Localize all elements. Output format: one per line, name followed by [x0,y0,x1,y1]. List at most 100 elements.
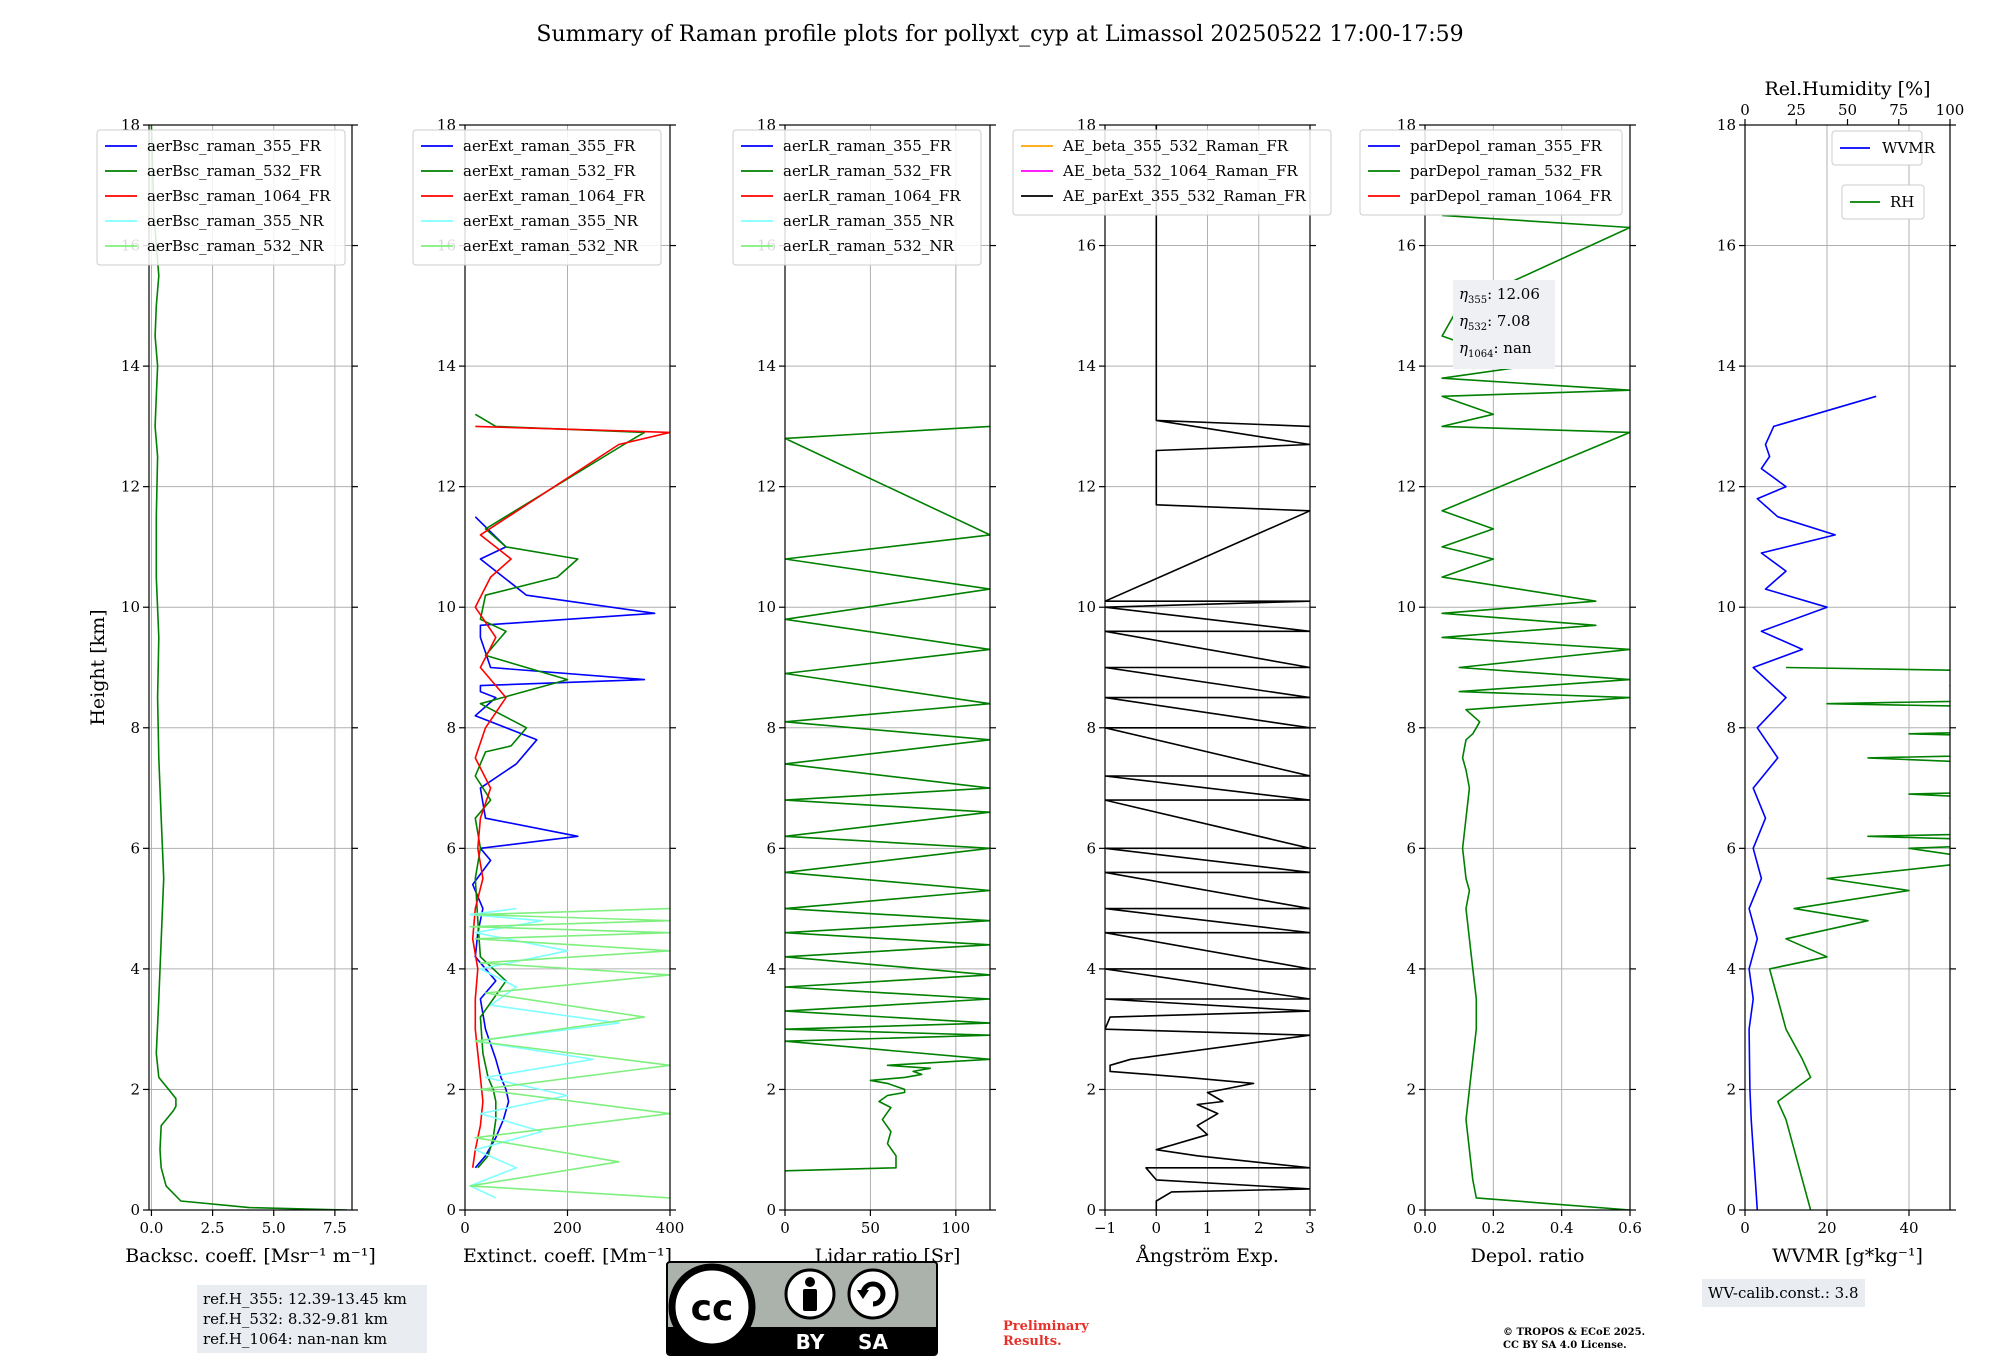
y-tick-label: 18 [1717,116,1736,134]
y-tick-label: 4 [1406,960,1416,978]
wv-calib-box: WV-calib.const.: 3.8 [1702,1279,1865,1307]
top-x-tick-label: 100 [1936,101,1965,119]
legend-label: aerExt_raman_532_NR [463,237,639,255]
legend-label: aerBsc_raman_532_NR [147,237,324,255]
y-axis-label: Height [km] [87,609,109,725]
series-group [150,125,348,1210]
eta-532: η532: 7.08 [1459,312,1531,333]
x-tick-label: 0 [780,1219,790,1237]
preliminary-note: Preliminary Results. [1003,1319,1089,1349]
copyright-line-2: CC BY SA 4.0 License. [1503,1340,1627,1351]
y-tick-label: 8 [446,719,456,737]
y-tick-label: 0 [1406,1201,1416,1219]
legend-label: aerLR_raman_532_NR [783,237,954,255]
y-tick-label: 8 [1086,719,1096,737]
x-tick-label: 40 [1899,1219,1918,1237]
x-axis-label: Ångström Exp. [1135,1245,1279,1267]
y-tick-label: 16 [1397,237,1416,255]
legend-box [1012,129,1332,216]
legend-label: RH [1890,193,1914,211]
x-axis-label: Backsc. coeff. [Msr⁻¹ m⁻¹] [125,1245,376,1267]
axes-frame [1744,124,1951,1211]
axes-frame [784,124,991,1211]
x-tick-label: 200 [553,1219,582,1237]
attribution-icon-body [803,1289,817,1311]
cc-by-label: BY [796,1330,825,1354]
legend-box [412,129,662,266]
legend-box [1841,184,1925,220]
legend-label: aerLR_raman_1064_FR [783,187,961,205]
y-tick-label: 2 [1086,1080,1096,1098]
x-tick-label: 0.2 [1481,1219,1505,1237]
ref-height-1064: ref.H_1064: nan-nan km [203,1330,388,1348]
x-tick-label: 2.5 [201,1219,225,1237]
eta-532-value: 7.08 [1496,312,1531,330]
y-tick-label: 8 [1726,719,1736,737]
y-tick-label: 0 [1726,1201,1736,1219]
y-tick-label: 4 [446,960,456,978]
top-x-tick-label: 25 [1787,101,1806,119]
y-tick-label: 10 [757,598,776,616]
legend-box [732,129,982,266]
x-tick-label: 0.0 [1413,1219,1437,1237]
series-group [469,413,670,1199]
x-tick-label: 3 [1305,1219,1315,1237]
y-tick-label: 6 [130,839,140,857]
y-tick-label: 4 [130,960,140,978]
y-tick-label: 12 [1077,478,1096,496]
x-axis-label: Depol. ratio [1471,1245,1585,1267]
y-tick-label: 14 [1717,357,1736,375]
y-tick-label: 6 [766,839,776,857]
legend-label: AE_beta_355_532_Raman_FR [1062,137,1289,155]
y-tick-label: 10 [1077,598,1096,616]
series-aerBsc_raman_532_FR [150,125,348,1210]
share-alike-icon-arc [860,1281,886,1307]
share-alike-icon [847,1268,899,1320]
y-tick-label: 10 [437,598,456,616]
preliminary-line-1: Preliminary [1003,1319,1089,1334]
cc-logo-letters: cc [691,1288,734,1329]
legend-label: parDepol_raman_532_FR [1410,162,1603,180]
share-alike-icon-arrow [857,1290,869,1299]
y-tick-label: 8 [766,719,776,737]
legend-label: AE_parExt_355_532_Raman_FR [1062,187,1307,205]
x-tick-label: 0.6 [1618,1219,1642,1237]
series-aerExt_raman_532_NR [469,907,670,1199]
cc-sa-label: SA [858,1330,888,1354]
y-tick-label: 12 [757,478,776,496]
legend-label: WVMR [1882,139,1936,157]
x-tick-label: 0 [460,1219,470,1237]
x-axis-label: WVMR [g*kg⁻¹] [1772,1245,1923,1267]
x-tick-label: 100 [942,1219,971,1237]
y-tick-label: 4 [1726,960,1736,978]
top-x-tick-label: 0 [1740,101,1750,119]
y-tick-label: 2 [766,1080,776,1098]
x-tick-label: 0.4 [1550,1219,1574,1237]
y-tick-label: 12 [437,478,456,496]
attribution-icon-head [805,1277,815,1287]
y-tick-label: 12 [121,478,140,496]
legend-label: aerExt_raman_355_NR [463,212,639,230]
x-tick-label: 5.0 [262,1219,286,1237]
y-tick-label: 14 [757,357,776,375]
y-tick-label: 0 [1086,1201,1096,1219]
x-tick-label: 0.0 [140,1219,164,1237]
legend-label: aerBsc_raman_1064_FR [147,187,331,205]
axes-frame [148,124,353,1211]
eta-355-value: 12.06 [1496,285,1540,303]
series-group [1105,125,1310,1210]
panel-lidar_ratio: 024681012141618050100Lidar ratio [Sr]aer… [732,116,996,1267]
copyright-note: © TROPOS & ECoE 2025. CC BY SA 4.0 Licen… [1503,1326,1645,1352]
legend-label: aerExt_raman_355_FR [463,137,636,155]
y-tick-label: 10 [1717,598,1736,616]
y-tick-label: 2 [446,1080,456,1098]
top-x-axis-label: Rel.Humidity [%] [1764,78,1930,100]
cc-logo-icon [668,1263,756,1351]
axes-frame [1424,124,1631,1211]
y-tick-label: 2 [1726,1080,1736,1098]
legend-label: aerBsc_raman_355_NR [147,212,324,230]
x-tick-label: 1 [1203,1219,1213,1237]
